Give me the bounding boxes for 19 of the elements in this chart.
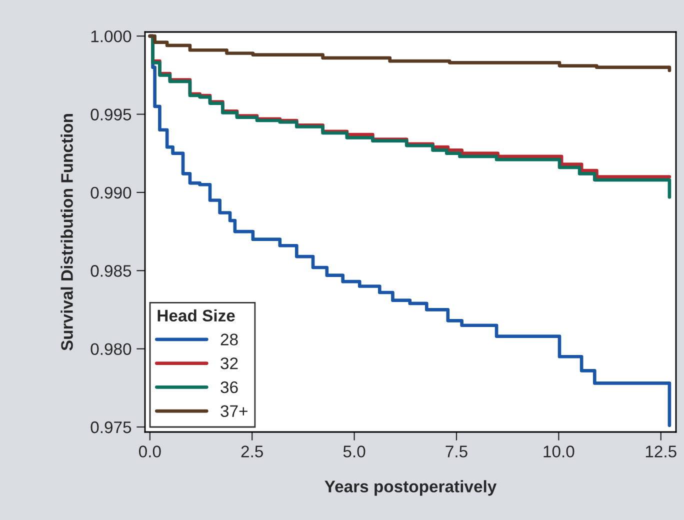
legend-label: 28 — [220, 334, 238, 346]
x-tick-label: 12.5 — [646, 446, 676, 458]
y-tick-label: 0.980 — [90, 343, 132, 356]
x-axis-title: Years postoperatively — [324, 480, 497, 496]
x-tick-label: 0.0 — [138, 446, 161, 458]
x-tick-label: 2.5 — [241, 446, 263, 458]
legend-label: 37+ — [220, 405, 248, 418]
legend-title: Head Size — [158, 309, 235, 322]
x-tick-label: 7.5 — [446, 446, 468, 458]
x-tick-label: 5.0 — [343, 446, 366, 458]
x-tick-label: 10.0 — [544, 446, 574, 458]
y-tick-label: 1.000 — [91, 30, 132, 42]
y-axis-title: Survival Distribution Function — [60, 114, 73, 350]
y-tick-label: 0.995 — [90, 108, 132, 120]
legend-label: 32 — [220, 357, 238, 370]
y-tick-label: 0.975 — [90, 421, 132, 434]
y-tick-label: 0.990 — [90, 186, 132, 199]
legend-label: 36 — [220, 381, 238, 394]
y-tick-label: 0.985 — [90, 265, 132, 277]
